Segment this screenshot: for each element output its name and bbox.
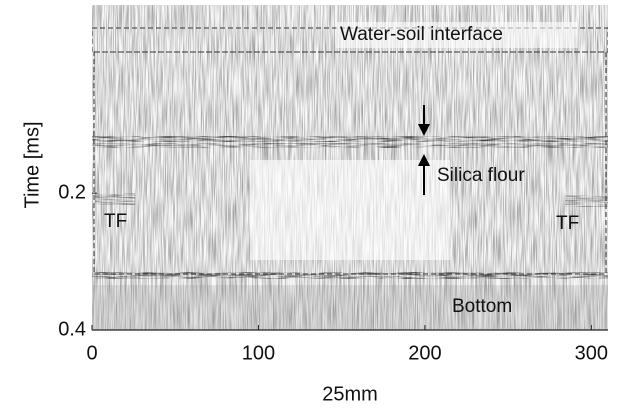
x-tick-label: 200 [408, 342, 441, 364]
label-bg [336, 22, 578, 48]
arrow-head [418, 124, 430, 136]
y-tick-label: 0.2 [58, 181, 86, 203]
annotation: Bottom [452, 296, 512, 317]
x-tick-label: 300 [575, 342, 608, 364]
annotation: Silica flour [437, 165, 525, 186]
arrow-head [418, 154, 430, 166]
image-area [92, 5, 608, 330]
y-axis-label: Time [ms] [21, 121, 43, 208]
annotation: TF [104, 211, 127, 232]
x-tick-label: 100 [242, 342, 275, 364]
x-axis-label: 25mm [322, 383, 378, 405]
annotation: Water-soil interface [340, 24, 503, 45]
annotation: TF [556, 213, 579, 234]
y-tick-label: 0.4 [58, 318, 86, 340]
x-tick-label: 0 [86, 342, 97, 364]
